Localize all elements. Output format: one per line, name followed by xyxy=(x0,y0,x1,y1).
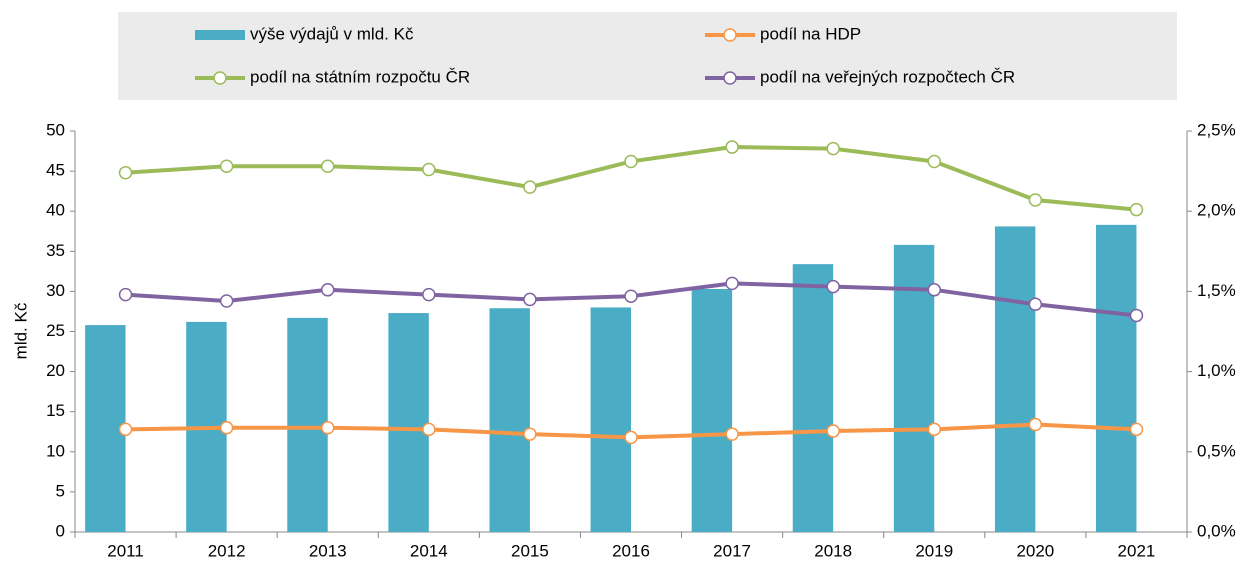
x-tick-label: 2018 xyxy=(814,541,852,560)
x-tick-label: 2011 xyxy=(107,541,144,560)
point xyxy=(927,422,942,437)
point xyxy=(624,154,638,169)
x-tick-label: 2014 xyxy=(410,541,448,560)
x-tick-label: 2015 xyxy=(511,541,549,560)
bar xyxy=(388,313,429,532)
bar xyxy=(792,264,834,532)
y-tick-label: 45 xyxy=(46,161,65,180)
x-tick-label: 2016 xyxy=(612,541,650,560)
y2-tick-label: 2,5% xyxy=(1197,120,1236,139)
y2-tick-label: 1,5% xyxy=(1197,281,1236,300)
point xyxy=(826,279,840,294)
bar xyxy=(287,317,328,532)
legend-marker xyxy=(723,71,737,85)
legend-swatch xyxy=(195,30,245,40)
y2-tick-label: 0,5% xyxy=(1197,441,1236,460)
point xyxy=(422,287,436,302)
point xyxy=(422,162,436,177)
bar xyxy=(994,226,1036,533)
bar xyxy=(691,288,733,532)
point xyxy=(624,430,638,445)
point xyxy=(927,154,942,169)
point xyxy=(826,424,840,438)
x-tick-label: 2019 xyxy=(915,541,953,560)
bar xyxy=(489,308,530,532)
x-tick-label: 2020 xyxy=(1016,541,1054,560)
point xyxy=(624,289,638,303)
point xyxy=(826,141,840,156)
point xyxy=(1028,297,1043,311)
point xyxy=(523,427,537,441)
point xyxy=(523,180,537,194)
y-tick-label: 40 xyxy=(46,201,65,220)
point xyxy=(1129,422,1144,437)
bar xyxy=(590,307,631,532)
point xyxy=(927,283,942,297)
y2-tick-label: 1,0% xyxy=(1197,361,1236,380)
y-tick-label: 0 xyxy=(56,521,65,540)
point xyxy=(1028,417,1043,432)
bar xyxy=(85,325,126,532)
point xyxy=(219,294,234,308)
x-tick-label: 2017 xyxy=(713,541,751,560)
legend-marker xyxy=(213,71,227,85)
point xyxy=(1129,202,1144,217)
legend-label: podíl na HDP xyxy=(760,24,861,43)
bar xyxy=(893,244,935,532)
point xyxy=(320,283,335,297)
point xyxy=(1028,193,1043,207)
point xyxy=(118,165,133,180)
x-tick-label: 2021 xyxy=(1118,541,1156,560)
legend-label: podíl na státním rozpočtu ČR xyxy=(250,67,470,86)
point xyxy=(320,159,335,174)
legend-label: podíl na veřejných rozpočtech ČR xyxy=(760,67,1015,86)
y2-tick-label: 2,0% xyxy=(1197,201,1236,220)
point xyxy=(118,422,133,437)
point xyxy=(219,420,234,435)
y-tick-label: 25 xyxy=(46,321,65,340)
point xyxy=(1129,308,1144,323)
y2-tick-label: 0,0% xyxy=(1197,521,1236,540)
x-tick-label: 2013 xyxy=(309,541,347,560)
legend-label: výše výdajů v mld. Kč xyxy=(250,24,414,43)
y-tick-label: 35 xyxy=(46,241,65,260)
point xyxy=(725,140,739,154)
point xyxy=(422,422,436,437)
y-tick-label: 5 xyxy=(56,481,65,500)
point xyxy=(320,420,335,435)
point xyxy=(725,276,739,291)
x-tick-label: 2012 xyxy=(208,541,246,560)
y-tick-label: 10 xyxy=(46,441,65,460)
point xyxy=(725,427,739,441)
point xyxy=(219,159,234,174)
y-axis-label: mld. Kč xyxy=(11,302,30,359)
y-tick-label: 30 xyxy=(46,281,65,300)
bar xyxy=(1096,224,1137,533)
point xyxy=(118,287,133,302)
y-tick-label: 15 xyxy=(46,401,65,420)
y-tick-label: 20 xyxy=(46,361,65,380)
legend-box xyxy=(118,12,1177,100)
legend-marker xyxy=(723,28,737,42)
point xyxy=(523,292,537,307)
y-tick-label: 50 xyxy=(46,120,65,139)
